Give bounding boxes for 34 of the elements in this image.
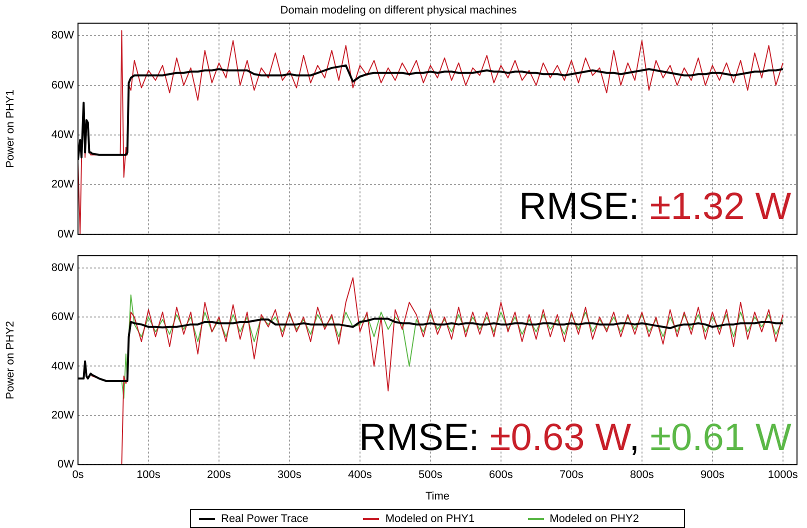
annotation: RMSE:	[359, 416, 480, 459]
x-tick-label: 900s	[700, 469, 725, 482]
y-tick-label: 40W	[51, 360, 75, 372]
x-tick-label: 0s	[72, 469, 84, 482]
y-axis-title: Power on PHY1	[4, 90, 17, 168]
annotation: RMSE:	[519, 186, 640, 228]
x-tick-label: 400s	[348, 469, 372, 482]
x-tick-label: 300s	[278, 469, 302, 482]
legend-label: Real Power Trace	[221, 513, 308, 525]
x-tick-label: 100s	[136, 469, 161, 482]
y-tick-label: 60W	[51, 79, 75, 92]
annotation: ±0.63 W	[488, 416, 630, 459]
legend-label: Modeled on PHY1	[385, 513, 475, 525]
x-tick-label: 800s	[630, 469, 654, 482]
y-tick-label: 0W	[58, 458, 75, 471]
y-tick-label: 60W	[51, 311, 75, 324]
y-tick-label: 80W	[51, 30, 75, 42]
y-tick-label: 40W	[51, 129, 75, 142]
y-tick-label: 0W	[58, 228, 75, 240]
annotation: ±0.61 W	[649, 416, 792, 459]
y-axis-title: Power on PHY2	[4, 320, 17, 400]
y-tick-label: 20W	[51, 409, 75, 422]
y-tick-label: 20W	[51, 178, 75, 191]
chart-title: Domain modeling on different physical machines	[280, 4, 518, 17]
x-tick-label: 600s	[489, 469, 514, 482]
x-axis-title: Time	[425, 490, 450, 502]
x-tick-label: 500s	[418, 469, 443, 482]
legend-label: Modeled on PHY2	[550, 513, 639, 525]
x-tick-label: 700s	[560, 469, 584, 482]
annotation: ,	[629, 416, 640, 459]
x-tick-label: 200s	[207, 469, 232, 482]
annotation: ±1.32 W	[648, 186, 792, 228]
x-tick-label: 1000s	[768, 469, 798, 482]
y-tick-label: 80W	[51, 262, 75, 274]
